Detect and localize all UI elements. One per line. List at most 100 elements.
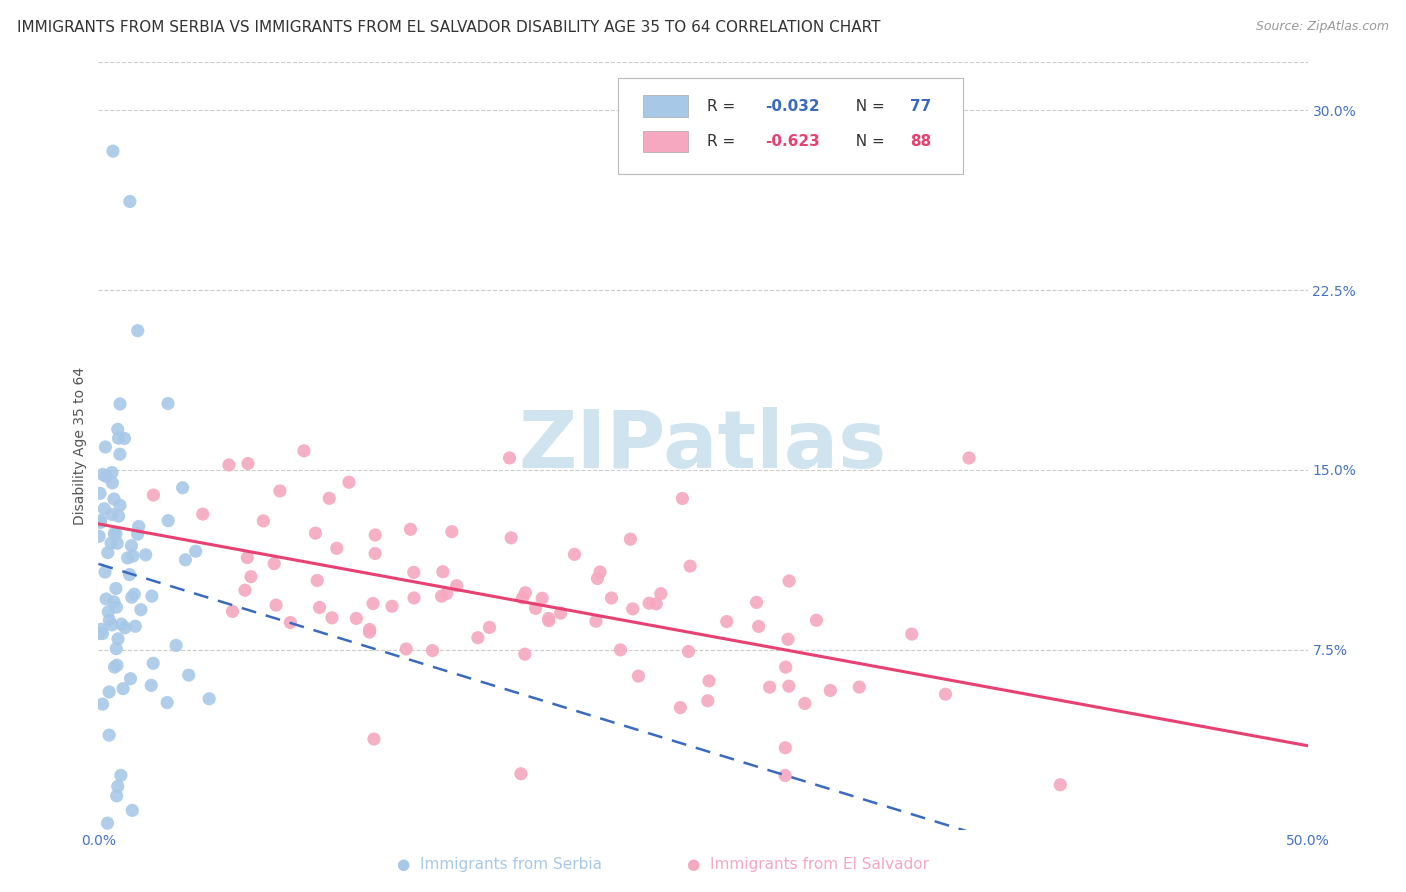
Point	[586, 572, 609, 586]
Point	[89, 486, 111, 500]
Point	[537, 611, 560, 625]
Point	[142, 657, 165, 671]
Point	[128, 519, 150, 533]
Point	[218, 458, 240, 472]
Point	[165, 639, 187, 653]
Point	[564, 547, 586, 561]
Point	[107, 509, 129, 524]
Point	[512, 591, 534, 605]
Point	[669, 700, 692, 714]
Point	[501, 531, 523, 545]
Text: R =: R =	[707, 134, 740, 149]
Point	[478, 620, 501, 634]
Point	[775, 660, 797, 674]
Point	[110, 768, 132, 782]
Point	[402, 566, 425, 580]
Point	[716, 615, 738, 629]
Point	[108, 447, 131, 461]
Point	[157, 396, 180, 410]
Point	[105, 641, 128, 656]
Point	[515, 586, 537, 600]
Point	[89, 516, 111, 530]
Point	[98, 613, 121, 627]
Point	[122, 549, 145, 563]
Point	[524, 601, 547, 615]
Point	[121, 804, 143, 818]
FancyBboxPatch shape	[643, 95, 689, 117]
Point	[156, 696, 179, 710]
Point	[422, 643, 444, 657]
Point	[91, 626, 114, 640]
Point	[129, 603, 152, 617]
Point	[172, 481, 194, 495]
Point	[619, 532, 641, 546]
Point	[236, 457, 259, 471]
Point	[395, 642, 418, 657]
Point	[105, 789, 128, 803]
Text: N =: N =	[845, 99, 890, 113]
Point	[278, 615, 301, 630]
Text: R =: R =	[707, 99, 740, 113]
Point	[1049, 778, 1071, 792]
Point	[498, 450, 520, 465]
Point	[627, 669, 650, 683]
Point	[432, 565, 454, 579]
Point	[233, 583, 256, 598]
Point	[318, 491, 340, 506]
Text: 88: 88	[910, 134, 931, 149]
Point	[467, 631, 489, 645]
Point	[87, 626, 110, 640]
Point	[104, 527, 127, 541]
Point	[513, 647, 536, 661]
Point	[585, 614, 607, 628]
Point	[103, 526, 125, 541]
Point	[108, 498, 131, 512]
Point	[97, 605, 120, 619]
Point	[430, 589, 453, 603]
Point	[778, 574, 800, 588]
Point	[359, 623, 381, 637]
Point	[745, 595, 768, 609]
Point	[91, 697, 114, 711]
Point	[101, 618, 124, 632]
Point	[98, 685, 121, 699]
Y-axis label: Disability Age 35 to 64: Disability Age 35 to 64	[73, 367, 87, 525]
Point	[141, 589, 163, 603]
Point	[359, 625, 381, 640]
Point	[124, 587, 146, 601]
Point	[101, 466, 124, 480]
Point	[114, 621, 136, 635]
FancyBboxPatch shape	[619, 78, 963, 174]
Point	[645, 597, 668, 611]
Point	[609, 643, 631, 657]
Point	[264, 598, 287, 612]
Point	[361, 597, 384, 611]
Point	[307, 574, 329, 588]
Point	[141, 678, 163, 692]
Point	[436, 586, 458, 600]
Point	[957, 450, 980, 465]
Point	[105, 600, 128, 615]
Text: ZIPatlas: ZIPatlas	[519, 407, 887, 485]
Point	[221, 604, 243, 618]
Point	[364, 528, 387, 542]
Point	[337, 475, 360, 490]
Point	[252, 514, 274, 528]
Point	[236, 550, 259, 565]
Point	[440, 524, 463, 539]
Point	[105, 536, 128, 550]
Point	[174, 553, 197, 567]
Point	[90, 622, 112, 636]
Point	[100, 508, 122, 522]
Point	[93, 501, 115, 516]
Point	[326, 541, 349, 556]
Point	[121, 591, 143, 605]
Point	[127, 324, 149, 338]
Point	[399, 522, 422, 536]
Point	[108, 397, 131, 411]
Point	[120, 672, 142, 686]
Point	[537, 614, 560, 628]
Point	[269, 483, 291, 498]
Point	[679, 559, 702, 574]
Point	[773, 768, 796, 782]
